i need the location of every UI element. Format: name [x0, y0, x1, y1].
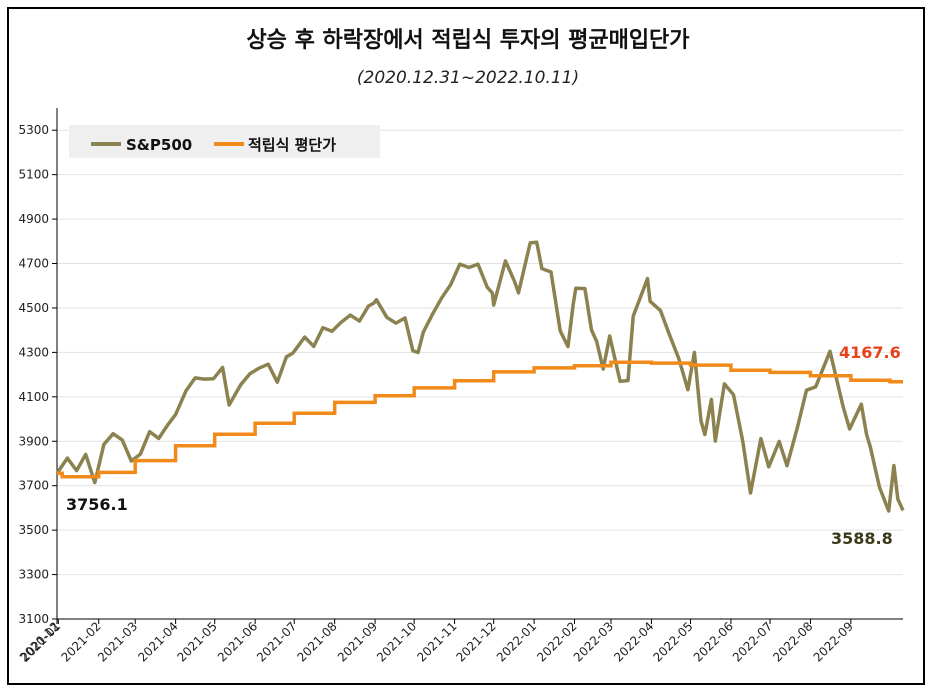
chart-subtitle: (2020.12.31~2022.10.11)	[356, 68, 580, 88]
x-tick-label: 2022-03	[571, 619, 616, 664]
legend-label-avg-cost: 적립식 평단가	[248, 136, 336, 154]
x-tick-label: 2021-06	[215, 619, 260, 664]
x-tick-label: 2022-05	[650, 619, 695, 664]
annotation-start: 3756.1	[66, 495, 128, 514]
x-tick-label: 2021-09	[335, 619, 380, 664]
x-tick-label: 2021-11	[414, 619, 459, 664]
x-tick-label: 2022-09	[811, 619, 856, 664]
y-tick-label: 3500	[18, 523, 49, 537]
x-tick-label: 2022-06	[691, 619, 736, 664]
y-tick-label: 4900	[18, 212, 49, 226]
y-tick-label: 4500	[18, 301, 49, 315]
legend-label-sp500: S&P500	[126, 136, 192, 154]
x-tick-label: 2021-10	[374, 619, 419, 664]
x-tick-label: 2021-08	[294, 619, 339, 664]
chart-frame	[7, 7, 925, 685]
y-tick-label: 3300	[18, 568, 49, 582]
y-tick-label: 4700	[18, 257, 49, 271]
y-tick-label: 4100	[18, 390, 49, 404]
x-tick-label: 2022-07	[730, 619, 775, 664]
x-tick-label: 2022-01	[494, 619, 539, 664]
annotation-avg-cost-end: 4167.6	[839, 343, 901, 362]
legend-box	[69, 125, 380, 158]
x-tick-label: 2021-05	[174, 619, 219, 664]
y-tick-label: 5100	[18, 168, 49, 182]
y-tick-label: 3700	[18, 479, 49, 493]
x-tick-label: 2022-08	[770, 619, 815, 664]
chart-title: 상승 후 하락장에서 적립식 투자의 평균매입단가	[246, 28, 690, 53]
x-tick-label: 2021-03	[95, 619, 140, 664]
y-tick-label: 3900	[18, 434, 49, 448]
x-tick-label: 2021-04	[135, 619, 180, 664]
grid-lines	[57, 129, 903, 576]
y-axis: 3100 3300 3500 3700 3900 4100 4300 4500 4700 4900…	[18, 108, 58, 626]
series-lines	[55, 240, 905, 513]
x-tick-label: 2021-01	[18, 619, 63, 664]
x-tick-label: 2021-07	[254, 619, 299, 664]
y-tick-label: 5300	[18, 123, 49, 137]
series-line-sp500	[55, 240, 905, 513]
y-tick-label: 3100	[18, 612, 49, 626]
x-axis: 2020-122021-012021-022021-032021-042021-…	[17, 618, 903, 665]
x-tick-label: 2022-04	[611, 619, 656, 664]
x-tick-label: 2021-12	[453, 619, 498, 664]
y-tick-label: 4300	[18, 345, 49, 359]
annotation-sp500-end: 3588.8	[831, 529, 893, 548]
series-line-avg-cost	[57, 360, 903, 479]
